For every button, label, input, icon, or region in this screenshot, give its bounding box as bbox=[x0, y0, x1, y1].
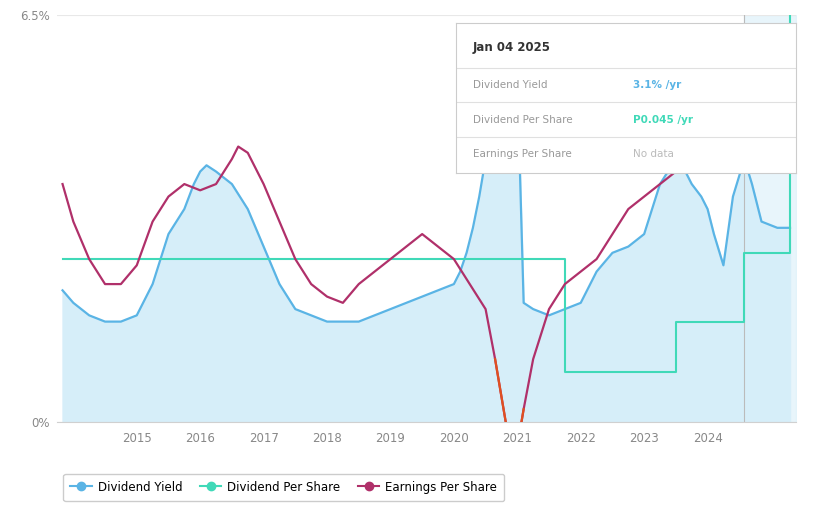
Text: P0.045 /yr: P0.045 /yr bbox=[633, 114, 693, 124]
Legend: Dividend Yield, Dividend Per Share, Earnings Per Share: Dividend Yield, Dividend Per Share, Earn… bbox=[63, 474, 504, 501]
Text: Dividend Yield: Dividend Yield bbox=[473, 80, 547, 90]
Text: 3.1% /yr: 3.1% /yr bbox=[633, 80, 681, 90]
Text: Past: Past bbox=[748, 36, 771, 46]
Text: Earnings Per Share: Earnings Per Share bbox=[473, 149, 571, 159]
Text: No data: No data bbox=[633, 149, 674, 159]
Text: Dividend Per Share: Dividend Per Share bbox=[473, 114, 572, 124]
Text: Jan 04 2025: Jan 04 2025 bbox=[473, 41, 551, 54]
